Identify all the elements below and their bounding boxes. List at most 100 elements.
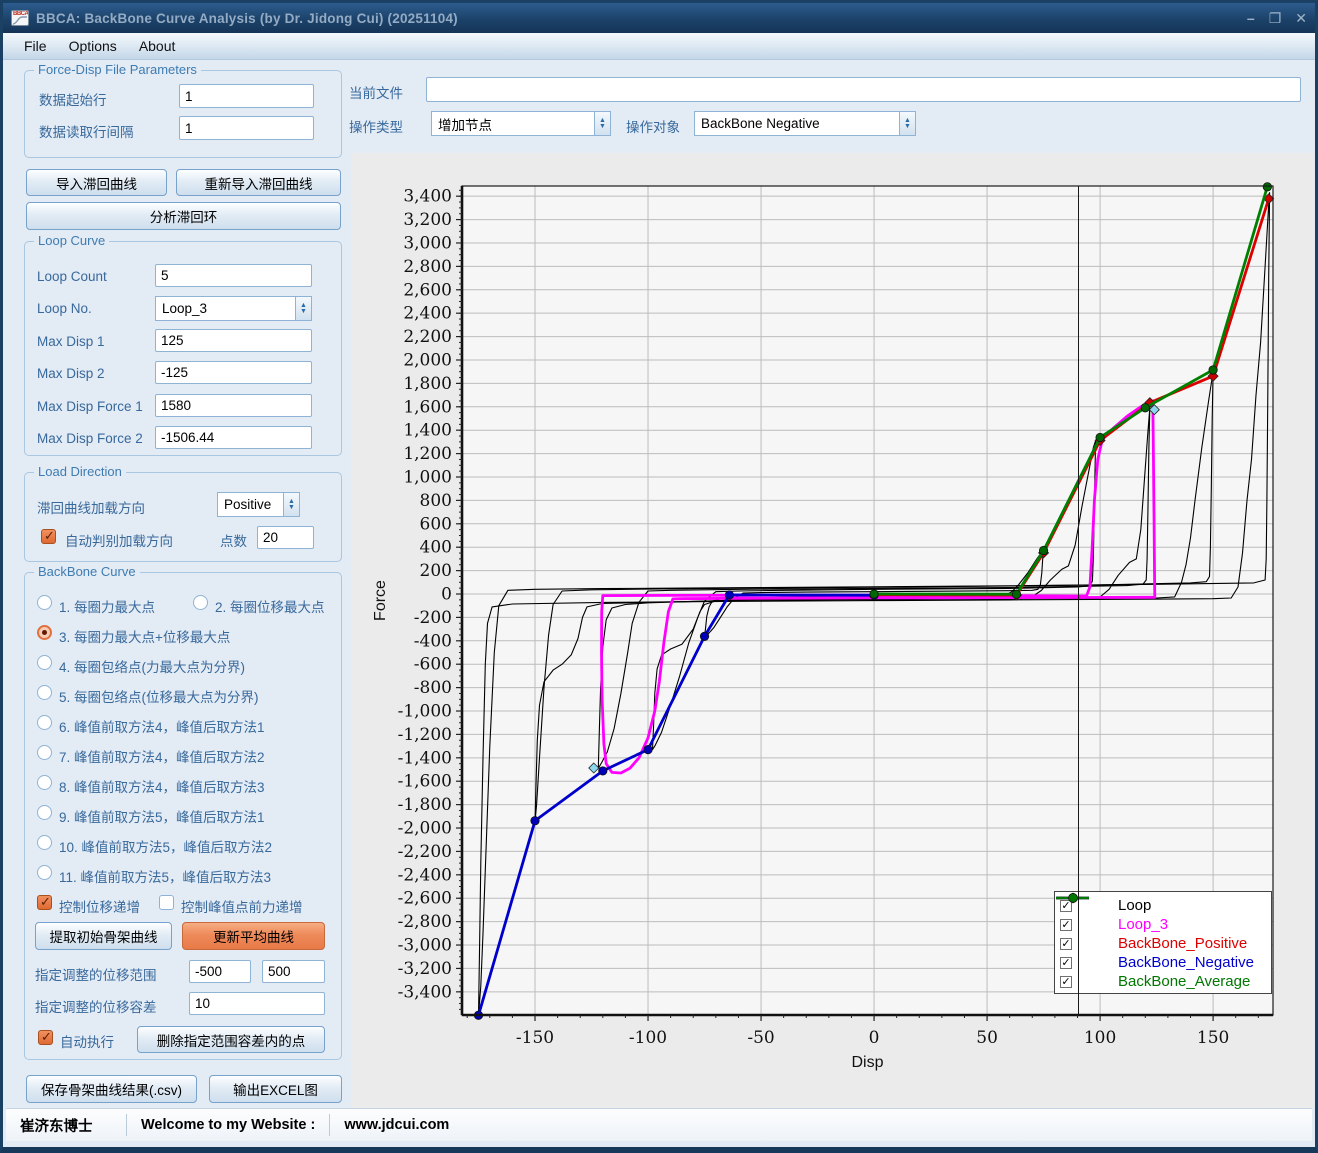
extract-backbone-button[interactable]: 提取初始骨架曲线 <box>35 922 172 950</box>
radio-method-11[interactable] <box>37 865 52 880</box>
group-file-params-title: Force-Disp File Parameters <box>34 62 201 77</box>
svg-text:-800: -800 <box>414 678 452 698</box>
legend-sample-backbone-average <box>1076 976 1112 988</box>
radio-method-3-label: 3. 每圈力最大点+位移最大点 <box>59 626 230 646</box>
points-count-input[interactable] <box>257 526 314 549</box>
range-min-input[interactable] <box>189 960 251 983</box>
control-disp-increase-checkbox[interactable] <box>37 895 52 910</box>
control-force-increase-checkbox[interactable] <box>159 895 174 910</box>
legend-sample-backbone-positive <box>1076 938 1112 950</box>
data-start-row-label: 数据起始行 <box>39 89 107 109</box>
chart-widget[interactable]: -150-100-50050100150-3,400-3,200-3,000-2… <box>351 153 1313 1108</box>
tolerance-input[interactable] <box>189 992 325 1015</box>
loop-count-input[interactable] <box>155 264 312 287</box>
analyze-loops-button[interactable]: 分析滞回环 <box>26 202 341 230</box>
svg-text:3,000: 3,000 <box>403 233 452 253</box>
radio-method-10-label: 10. 峰值前取方法5，峰值后取方法2 <box>59 836 272 856</box>
svg-text:-3,000: -3,000 <box>398 936 452 956</box>
load-dir-spinner[interactable]: ▲▼ <box>283 492 300 517</box>
max-disp1-input[interactable] <box>155 329 312 352</box>
data-start-row-input[interactable] <box>179 84 314 108</box>
menu-file[interactable]: File <box>13 35 58 57</box>
legend-checkbox-backbone-negative[interactable]: ✓ <box>1060 957 1072 969</box>
close-icon[interactable]: ✕ <box>1295 10 1307 26</box>
svg-text:-1,800: -1,800 <box>398 795 452 815</box>
range-max-input[interactable] <box>262 960 325 983</box>
svg-text:3,400: 3,400 <box>403 187 452 207</box>
legend-label-loop3: Loop_3 <box>1118 916 1168 933</box>
group-loop-curve: Loop Curve Loop Count Loop No. Loop_3 ▲▼… <box>24 241 342 456</box>
radio-method-9[interactable] <box>37 805 52 820</box>
radio-method-10[interactable] <box>37 835 52 850</box>
radio-method-5-label: 5. 每圈包络点(位移最大点为分界) <box>59 686 259 706</box>
load-dir-combo[interactable]: Positive ▲▼ <box>217 492 300 517</box>
current-file-input[interactable] <box>426 77 1301 102</box>
import-curve-button[interactable]: 导入滞回曲线 <box>26 169 167 196</box>
radio-method-7[interactable] <box>37 745 52 760</box>
legend-checkbox-loop3[interactable]: ✓ <box>1060 919 1072 931</box>
status-url[interactable]: www.jdcui.com <box>330 1117 463 1133</box>
legend-checkbox-backbone-average[interactable]: ✓ <box>1060 976 1072 988</box>
op-type-combo[interactable]: 增加节点 ▲▼ <box>431 111 611 136</box>
radio-method-4[interactable] <box>37 655 52 670</box>
max-disp1-label: Max Disp 1 <box>37 334 105 349</box>
radio-method-1[interactable] <box>37 595 52 610</box>
svg-text:-1,600: -1,600 <box>398 772 452 792</box>
legend-checkbox-backbone-positive[interactable]: ✓ <box>1060 938 1072 950</box>
svg-text:-3,200: -3,200 <box>398 959 452 979</box>
radio-method-6[interactable] <box>37 715 52 730</box>
op-target-spinner[interactable]: ▲▼ <box>899 111 916 136</box>
maximize-icon[interactable]: ❐ <box>1269 10 1282 26</box>
max-disp2-input[interactable] <box>155 361 312 384</box>
svg-text:2,600: 2,600 <box>403 280 452 300</box>
menubar: File Options About <box>3 33 1315 60</box>
loop-no-value: Loop_3 <box>155 296 295 321</box>
menu-about[interactable]: About <box>128 35 187 57</box>
loop-no-combo[interactable]: Loop_3 ▲▼ <box>155 296 312 321</box>
max-disp-force2-input[interactable] <box>155 426 312 449</box>
reimport-curve-button[interactable]: 重新导入滞回曲线 <box>176 169 341 196</box>
loop-no-label: Loop No. <box>37 301 92 316</box>
max-disp-force1-input[interactable] <box>155 394 312 417</box>
load-dir-label: 滞回曲线加载方向 <box>37 497 145 517</box>
right-area: 当前文件 操作类型 增加节点 ▲▼ 操作对象 BackBone Negative… <box>346 63 1318 1108</box>
current-file-label: 当前文件 <box>349 82 403 102</box>
app-icon: BBCA <box>11 10 29 26</box>
op-target-combo[interactable]: BackBone Negative ▲▼ <box>694 111 916 136</box>
radio-method-5[interactable] <box>37 685 52 700</box>
legend-row-loop3: ✓ Loop_3 <box>1060 915 1263 934</box>
adjust-range-label: 指定调整的位移范围 <box>35 964 157 984</box>
radio-method-3[interactable] <box>37 625 52 640</box>
svg-text:3,200: 3,200 <box>403 210 452 230</box>
delete-points-button[interactable]: 删除指定范围容差内的点 <box>137 1026 325 1053</box>
max-disp-force2-label: Max Disp Force 2 <box>37 431 143 446</box>
radio-method-2[interactable] <box>193 595 208 610</box>
points-count-label: 点数 <box>220 530 247 550</box>
svg-text:1,400: 1,400 <box>403 421 452 441</box>
svg-text:1,200: 1,200 <box>403 444 452 464</box>
update-average-button[interactable]: 更新平均曲线 <box>182 922 325 950</box>
legend-row-backbone-average: ✓ BackBone_Average <box>1060 972 1263 991</box>
load-dir-value: Positive <box>217 492 283 517</box>
op-target-value: BackBone Negative <box>694 111 899 136</box>
legend-row-backbone-positive: ✓ BackBone_Positive <box>1060 934 1263 953</box>
save-csv-button[interactable]: 保存骨架曲线结果(.csv) <box>26 1075 197 1103</box>
op-type-spinner[interactable]: ▲▼ <box>594 111 611 136</box>
svg-text:600: 600 <box>420 514 452 534</box>
max-disp-force1-label: Max Disp Force 1 <box>37 399 143 414</box>
legend-sample-backbone-negative <box>1076 957 1112 969</box>
export-excel-button[interactable]: 输出EXCEL图 <box>209 1075 342 1103</box>
radio-method-6-label: 6. 峰值前取方法4，峰值后取方法1 <box>59 716 265 736</box>
radio-method-8[interactable] <box>37 775 52 790</box>
auto-direction-checkbox[interactable] <box>41 529 56 544</box>
loop-no-spinner[interactable]: ▲▼ <box>295 296 312 321</box>
minimize-icon[interactable]: – <box>1247 10 1255 26</box>
chart-cursor-line <box>1078 186 1079 1015</box>
menu-options[interactable]: Options <box>58 35 128 57</box>
auto-execute-checkbox[interactable] <box>38 1030 53 1045</box>
svg-text:-2,000: -2,000 <box>398 819 452 839</box>
svg-text:2,800: 2,800 <box>403 257 452 277</box>
svg-text:800: 800 <box>420 491 452 511</box>
statusbar: 崔济东博士 Welcome to my Website : www.jdcui.… <box>6 1108 1312 1141</box>
data-interval-input[interactable] <box>179 116 314 140</box>
